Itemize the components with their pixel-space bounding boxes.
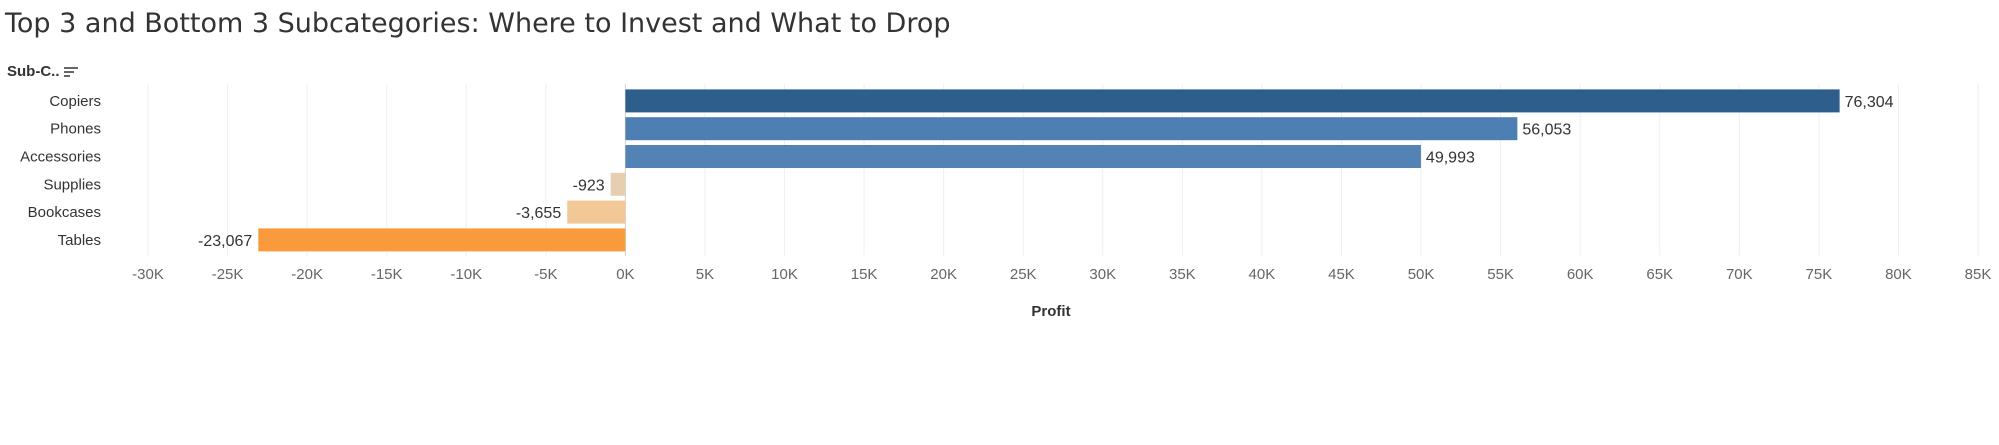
x-tick-label: 10K [771, 266, 798, 283]
bar-bookcases[interactable] [567, 200, 626, 224]
x-tick-label: 20K [930, 266, 957, 283]
category-label: Supplies [43, 176, 101, 193]
x-tick-label: 45K [1328, 266, 1355, 283]
x-tick-label: 35K [1169, 266, 1196, 283]
category-label: Accessories [20, 149, 101, 166]
x-tick-label: -15K [371, 266, 403, 283]
x-tick-label: 25K [1010, 266, 1037, 283]
bar-accessories[interactable] [625, 145, 1421, 168]
x-tick-label: 80K [1885, 266, 1912, 283]
x-tick-label: 30K [1089, 266, 1116, 283]
x-tick-label: 70K [1726, 266, 1753, 283]
x-tick-label: 0K [616, 266, 634, 283]
x-tick-label: -5K [534, 266, 557, 283]
x-tick-label: 75K [1806, 266, 1833, 283]
row-header-label: Sub-C.. [7, 63, 60, 80]
x-tick-label: 15K [851, 266, 878, 283]
x-tick-label: -20K [291, 266, 323, 283]
x-tick-label: 40K [1249, 266, 1276, 283]
x-tick-label: 60K [1567, 266, 1594, 283]
data-label: 49,993 [1426, 150, 1475, 167]
bar-copiers[interactable] [625, 89, 1840, 113]
x-tick-label: -30K [132, 266, 164, 283]
bar-tables[interactable] [258, 228, 626, 252]
x-tick-label: 85K [1965, 266, 1992, 283]
data-label: -23,067 [198, 233, 252, 250]
x-tick-label: -10K [450, 266, 482, 283]
bar-phones[interactable] [625, 117, 1518, 141]
x-tick-label: 65K [1646, 266, 1673, 283]
data-label: -3,655 [516, 205, 561, 222]
x-tick-label: 50K [1408, 266, 1435, 283]
category-label: Bookcases [28, 204, 101, 221]
x-tick-label: 5K [696, 266, 714, 283]
data-label: 56,053 [1522, 122, 1571, 139]
data-label: 76,304 [1845, 94, 1894, 111]
chart-title: Top 3 and Bottom 3 Subcategories: Where … [5, 8, 951, 39]
x-tick-label: 55K [1487, 266, 1514, 283]
x-axis-title: Profit [1031, 303, 1070, 320]
bar-supplies[interactable] [610, 172, 626, 196]
x-tick-label: -25K [212, 266, 244, 283]
data-label: -923 [573, 177, 605, 194]
category-label: Tables [58, 232, 101, 249]
row-header[interactable]: Sub-C.. [7, 63, 78, 80]
category-label: Copiers [49, 93, 101, 110]
category-label: Phones [50, 121, 101, 138]
sort-descending-icon[interactable] [63, 66, 78, 78]
